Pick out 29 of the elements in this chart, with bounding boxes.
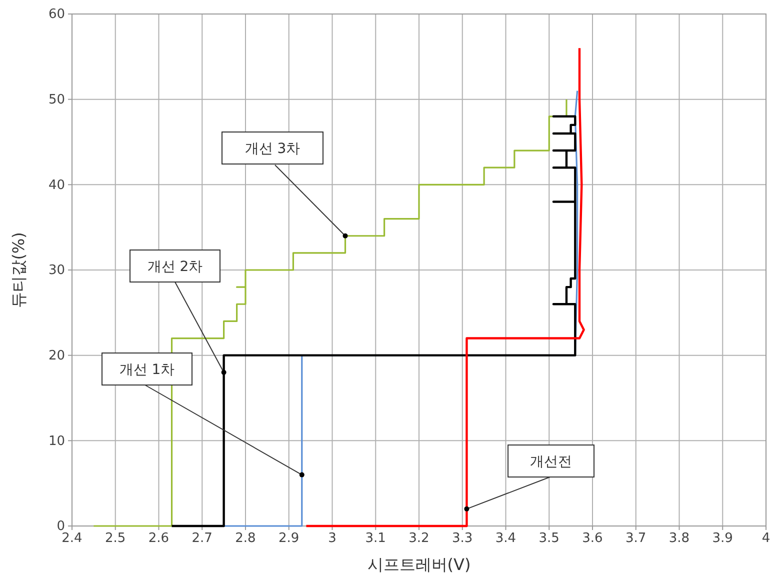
x-tick-label: 3.2 xyxy=(408,531,430,546)
y-tick-label: 50 xyxy=(48,92,65,108)
x-tick-label: 3.9 xyxy=(712,531,733,546)
x-tick-label: 3.8 xyxy=(668,531,690,546)
annotation: 개선전 xyxy=(530,454,572,470)
x-tick-label: 3.4 xyxy=(495,531,516,546)
annotation: 개선 3차 xyxy=(244,141,300,157)
y-tick-label: 20 xyxy=(48,348,65,364)
x-tick-label: 2.9 xyxy=(278,531,300,546)
annotation: 개선 1차 xyxy=(119,362,175,378)
x-tick-label: 3 xyxy=(328,531,336,546)
y-axis-title: 듀티값(%) xyxy=(9,232,28,308)
x-tick-label: 3.3 xyxy=(452,531,473,546)
y-tick-label: 40 xyxy=(48,178,65,193)
x-tick-label: 3.7 xyxy=(626,531,646,546)
y-tick-label: 30 xyxy=(48,263,65,278)
x-tick-label: 4 xyxy=(762,531,770,546)
x-tick-label: 3.6 xyxy=(582,531,603,546)
x-tick-label: 2.5 xyxy=(105,531,126,546)
x-tick-label: 2.8 xyxy=(235,531,256,546)
x-tick-label: 3.1 xyxy=(365,531,386,546)
y-tick-label: 60 xyxy=(48,7,65,22)
x-tick-label: 2.6 xyxy=(148,531,170,546)
line-series xyxy=(305,47,585,528)
x-tick-label: 3.5 xyxy=(538,531,560,546)
y-tick-label: 10 xyxy=(48,434,65,449)
x-tick-label: 2.7 xyxy=(192,531,212,546)
x-axis-title: 시프트레버(V) xyxy=(367,555,471,574)
annotation: 개선 2차 xyxy=(147,259,203,275)
